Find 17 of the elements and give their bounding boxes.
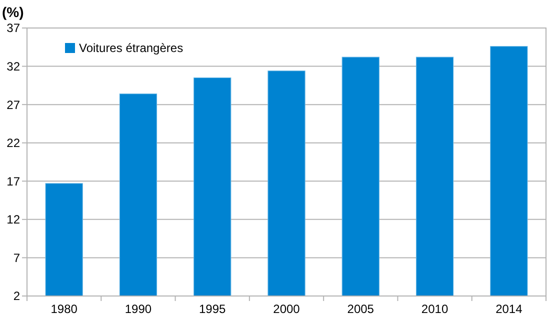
y-tick-label: 17 (6, 174, 20, 188)
y-tick-label: 27 (6, 98, 20, 112)
y-tick-label: 7 (13, 250, 20, 265)
y-tick-label: 32 (6, 59, 20, 74)
y-tick-label: 22 (6, 136, 20, 150)
x-tick-label: 2010 (421, 302, 448, 316)
x-tick-label: 1990 (124, 302, 152, 316)
y-tick-label: 2 (13, 289, 20, 304)
x-tick-label: 1980 (50, 302, 78, 316)
y-axis-title: (%) (2, 4, 24, 20)
legend-label: Voitures étrangères (79, 41, 184, 56)
x-tick-label: 1995 (199, 302, 226, 316)
x-tick-label: 2005 (347, 302, 374, 316)
y-tick-label: 12 (6, 212, 20, 227)
y-tick-label: 37 (6, 21, 20, 36)
x-tick-label: 2000 (273, 302, 300, 316)
x-tick-label: 2014 (496, 302, 523, 316)
